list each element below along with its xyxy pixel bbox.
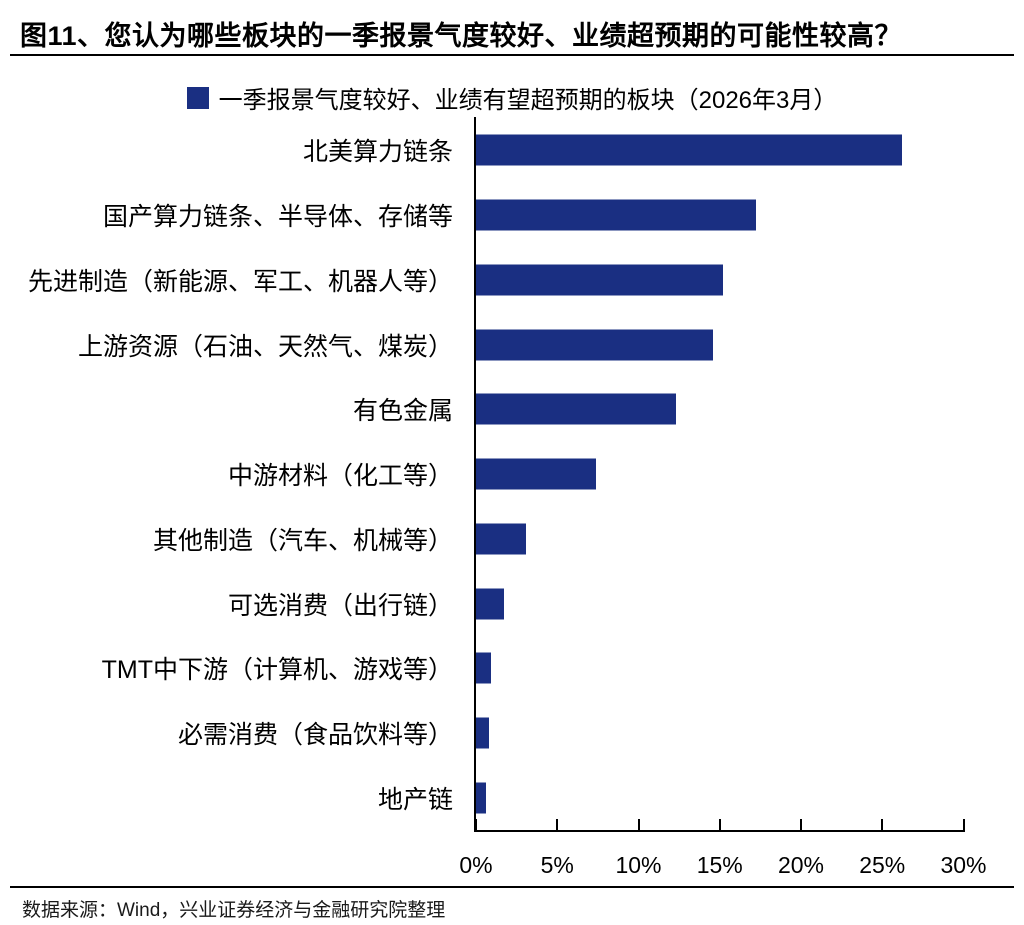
chart-row: 先进制造（新能源、军工、机器人等） — [0, 247, 1024, 312]
chart-row: 上游资源（石油、天然气、煤炭） — [0, 312, 1024, 377]
category-label: 先进制造（新能源、军工、机器人等） — [27, 267, 453, 296]
chart-row: 必需消费（食品饮料等） — [0, 701, 1024, 766]
bar-track — [475, 312, 1024, 377]
bar-track — [475, 183, 1024, 248]
chart-row: 国产算力链条、半导体、存储等 — [0, 183, 1024, 248]
category-label: 上游资源（石油、天然气、煤炭） — [77, 332, 453, 361]
x-axis-tick-label: 30% — [940, 852, 987, 878]
bar — [476, 134, 902, 166]
figure-title: 图11、您认为哪些板块的一季报景气度较好、业绩超预期的可能性较高？ — [20, 21, 903, 51]
category-label: 中游材料（化工等） — [227, 462, 453, 491]
bar — [476, 264, 723, 296]
title-divider — [10, 54, 1014, 56]
category-label: 国产算力链条、半导体、存储等 — [102, 203, 453, 232]
bar — [476, 523, 527, 555]
bar-track — [475, 377, 1024, 442]
x-axis-tick-label: 15% — [696, 852, 743, 878]
x-axis-tick-label: 20% — [777, 852, 825, 878]
legend: 一季报景气度较好、业绩有望超预期的板块（2026年3月） — [0, 80, 1024, 115]
bar-track — [475, 765, 1024, 830]
x-axis-tick-label: 25% — [859, 852, 906, 878]
x-axis-tick-label: 10% — [615, 852, 662, 878]
bar-track — [475, 442, 1024, 507]
x-axis-line — [474, 819, 965, 832]
x-axis-tick — [881, 819, 884, 830]
chart-row: 地产链 — [0, 765, 1024, 830]
x-axis-tick — [475, 819, 477, 830]
data-source: 数据来源：Wind，兴业证券经济与金融研究院整理 — [22, 900, 446, 921]
bar — [476, 717, 489, 749]
chart-row: 其他制造（汽车、机械等） — [0, 506, 1024, 571]
x-axis-tick — [556, 819, 559, 830]
bar-track — [475, 118, 1024, 183]
chart-row: 可选消费（出行链） — [0, 571, 1024, 636]
legend-swatch-icon — [186, 86, 209, 109]
category-label: 可选消费（出行链） — [227, 591, 453, 620]
category-label: 有色金属 — [352, 397, 453, 426]
x-axis-tick — [962, 819, 965, 830]
x-axis-labels: 0% 5% 10% 15% 20% 25% 30% — [0, 852, 1024, 882]
x-axis-tick — [718, 819, 721, 830]
legend-label: 一季报景气度较好、业绩有望超预期的板块（2026年3月） — [218, 87, 838, 114]
bar — [476, 588, 504, 619]
category-label: 必需消费（食品饮料等） — [177, 720, 453, 749]
bar-track — [475, 506, 1024, 571]
x-axis-tick — [800, 819, 802, 830]
x-axis-tick-label: 0% — [459, 852, 493, 878]
bar-chart: 北美算力链条国产算力链条、半导体、存储等先进制造（新能源、军工、机器人等） 上游资… — [0, 118, 1024, 830]
bar-track — [475, 247, 1024, 312]
bar — [476, 199, 756, 231]
category-label: 地产链 — [377, 785, 453, 814]
footer-divider — [10, 886, 1014, 888]
category-label: 北美算力链条 — [302, 138, 453, 167]
y-axis-line — [474, 117, 476, 832]
bar-track — [475, 571, 1024, 636]
category-label: TMT中下游（计算机、游戏等） — [101, 656, 453, 685]
x-axis-tick-label: 5% — [540, 852, 574, 878]
chart-row: 有色金属 — [0, 377, 1024, 442]
category-label: 其他制造（汽车、机械等） — [152, 526, 453, 555]
chart-row: TMT中下游（计算机、游戏等） — [0, 636, 1024, 701]
x-axis-tick — [637, 819, 640, 830]
bar — [476, 652, 491, 684]
bar — [476, 329, 714, 361]
chart-row: 北美算力链条 — [0, 118, 1024, 183]
bar — [476, 458, 597, 490]
chart-row: 中游材料（化工等） — [0, 442, 1024, 507]
bar — [476, 393, 676, 425]
bar-track — [475, 636, 1024, 701]
bar-track — [475, 701, 1024, 766]
bar — [476, 782, 486, 814]
